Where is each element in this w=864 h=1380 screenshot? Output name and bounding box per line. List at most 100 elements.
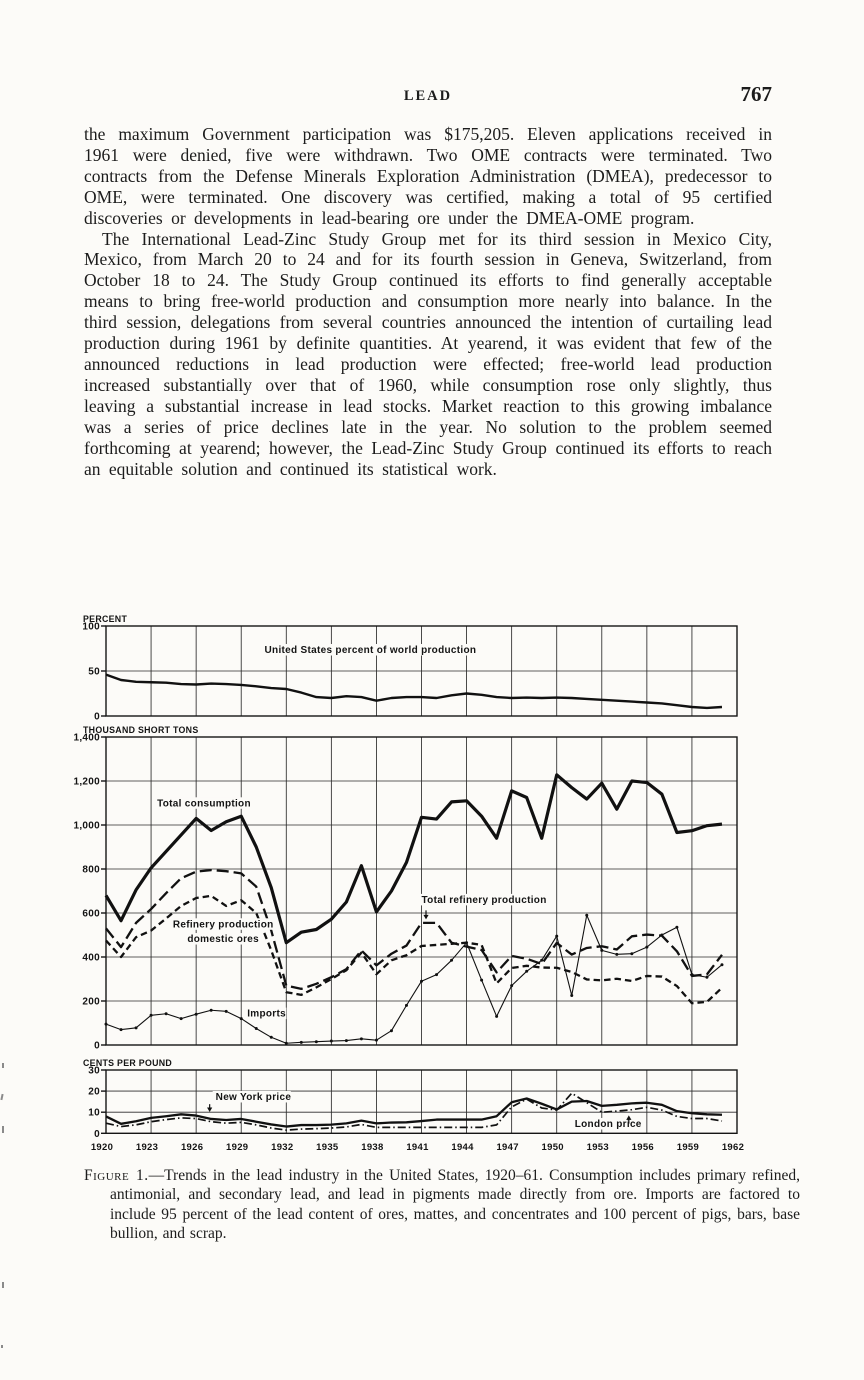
scan-artifact (2, 1126, 4, 1133)
imports-marker (495, 1014, 499, 1018)
imports-line (105, 914, 723, 1044)
svg-text:1956: 1956 (632, 1142, 654, 1153)
us-percent-of-world-production-line (105, 673, 723, 710)
imports-marker (299, 1040, 303, 1044)
imports-marker (329, 1039, 333, 1043)
svg-text:London price: London price (575, 1119, 642, 1130)
svg-text:1941: 1941 (406, 1142, 429, 1153)
svg-text:10: 10 (88, 1108, 100, 1119)
refinery-production-domestic-ores-line (105, 894, 723, 1005)
imports-marker (254, 1027, 258, 1030)
svg-text:1926: 1926 (181, 1142, 203, 1153)
svg-text:1938: 1938 (361, 1142, 383, 1153)
imports-marker (690, 973, 694, 977)
imports-marker (344, 1039, 348, 1043)
svg-text:1920: 1920 (91, 1142, 113, 1153)
figure-caption-label: Figure 1. (84, 1167, 149, 1184)
svg-text:20: 20 (88, 1087, 100, 1098)
imports-marker (645, 945, 649, 949)
body-text: the maximum Government participation was… (84, 124, 772, 479)
page-number: 767 (740, 82, 773, 106)
svg-text:1,400: 1,400 (73, 733, 100, 744)
imports-marker (374, 1038, 378, 1042)
imports-marker (570, 994, 574, 997)
svg-text:1962: 1962 (722, 1142, 744, 1153)
svg-text:1929: 1929 (226, 1142, 248, 1153)
imports-marker (555, 934, 559, 938)
svg-text:600: 600 (82, 909, 100, 920)
imports-marker (435, 973, 439, 977)
svg-text:CENTS PER POUND: CENTS PER POUND (83, 1058, 172, 1068)
svg-text:200: 200 (82, 997, 100, 1008)
svg-text:1959: 1959 (677, 1142, 699, 1153)
page-header: LEAD 767 (84, 82, 773, 110)
imports-marker (480, 978, 484, 982)
imports-marker (705, 975, 709, 979)
imports-marker (179, 1017, 183, 1021)
imports-marker (164, 1012, 168, 1016)
imports-marker (420, 979, 423, 983)
imports-marker (510, 984, 514, 988)
new-york-price-line (105, 1097, 723, 1128)
imports-marker (194, 1012, 198, 1016)
svg-text:0: 0 (94, 712, 100, 723)
svg-text:50: 50 (88, 667, 100, 678)
figure-caption: Figure 1.—Trends in the lead industry in… (84, 1166, 800, 1244)
svg-text:Total consumption: Total consumption (157, 798, 251, 809)
paragraph-study-group: The International Lead-Zinc Study Group … (84, 228, 772, 479)
scan-artifact (1, 1345, 3, 1348)
imports-marker (630, 952, 634, 956)
scan-artifact (2, 1282, 4, 1288)
svg-text:Refinery production: Refinery production (173, 919, 274, 930)
svg-text:THOUSAND SHORT TONS: THOUSAND SHORT TONS (83, 725, 199, 735)
svg-text:1953: 1953 (587, 1142, 609, 1153)
svg-text:1950: 1950 (542, 1142, 564, 1153)
svg-text:0: 0 (94, 1041, 100, 1052)
imports-marker (314, 1040, 318, 1044)
svg-text:800: 800 (82, 865, 100, 876)
svg-text:400: 400 (82, 953, 100, 964)
paragraph-ome-contracts: the maximum Government participation was… (84, 124, 772, 228)
imports-marker (134, 1026, 138, 1030)
imports-marker (465, 941, 469, 945)
svg-text:30: 30 (88, 1066, 100, 1077)
total-consumption-line (104, 773, 723, 945)
svg-text:Imports: Imports (247, 1009, 286, 1020)
svg-text:New York price: New York price (216, 1092, 292, 1103)
svg-text:1935: 1935 (316, 1142, 339, 1153)
svg-text:1944: 1944 (451, 1142, 474, 1153)
imports-marker (525, 969, 529, 973)
svg-text:100: 100 (82, 622, 100, 633)
imports-marker (675, 925, 679, 929)
imports-marker (239, 1017, 243, 1021)
total-refinery-production-line (105, 868, 723, 991)
svg-text:1,000: 1,000 (73, 821, 100, 832)
svg-text:Total refinery production: Total refinery production (422, 895, 547, 906)
imports-marker (149, 1013, 153, 1017)
svg-text:1947: 1947 (496, 1142, 518, 1153)
imports-marker (540, 958, 544, 962)
imports-marker (600, 948, 604, 952)
imports-marker (224, 1009, 228, 1013)
svg-text:domestic ores: domestic ores (187, 934, 259, 945)
figure-caption-text: —Trends in the lead industry in the Unit… (110, 1167, 800, 1243)
imports-marker (209, 1008, 213, 1012)
imports-marker (720, 963, 724, 967)
london-price-line (105, 1092, 723, 1131)
running-head-title: LEAD (403, 88, 453, 104)
svg-text:1,200: 1,200 (73, 777, 100, 788)
imports-marker (284, 1041, 288, 1045)
imports-marker (389, 1029, 393, 1033)
scan-artifact (2, 1063, 4, 1068)
imports-marker (450, 958, 454, 962)
imports-marker (104, 1022, 108, 1026)
imports-marker (404, 1003, 408, 1007)
svg-text:1923: 1923 (136, 1142, 158, 1153)
svg-text:1932: 1932 (271, 1142, 293, 1153)
imports-marker (269, 1035, 273, 1039)
svg-text:0: 0 (94, 1129, 100, 1140)
imports-marker (585, 913, 589, 917)
imports-marker (660, 933, 664, 937)
imports-marker (615, 952, 619, 956)
svg-text:PERCENT: PERCENT (83, 614, 127, 624)
